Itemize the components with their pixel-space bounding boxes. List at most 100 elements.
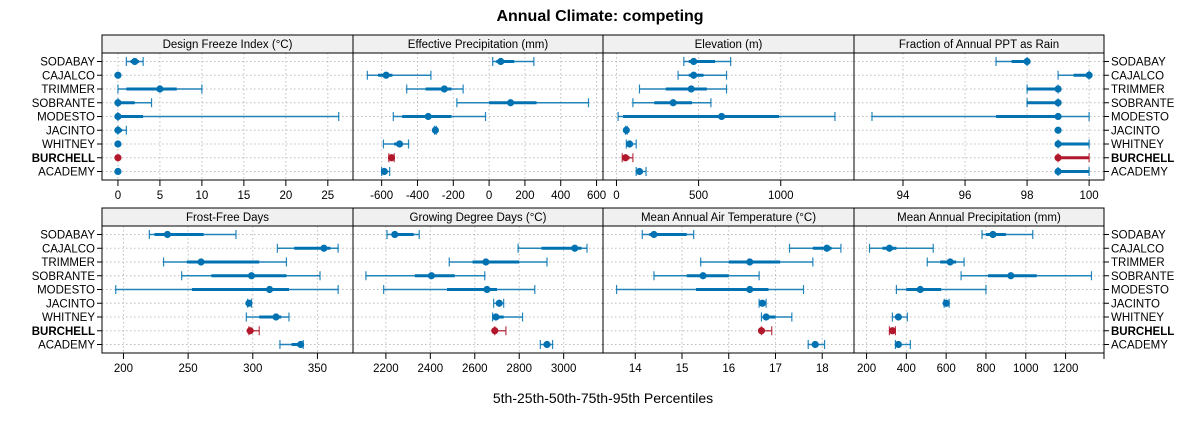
row-academy (380, 167, 391, 176)
median-point (114, 126, 122, 134)
median-point (156, 85, 164, 93)
median-point (1054, 112, 1062, 121)
row-label-whitney: WHITNEY (1111, 139, 1164, 151)
x-tick-label: 15 (237, 190, 250, 202)
row-label-sobrante: SOBRANTE (1111, 271, 1175, 283)
x-tick-label: 18 (816, 363, 829, 375)
median-point (114, 154, 122, 162)
x-tick-label: 1200 (1053, 363, 1079, 375)
row-academy (894, 340, 911, 349)
row-label-sodabay: SODABAY (40, 230, 95, 242)
row-academy (807, 340, 826, 349)
median-point (395, 140, 404, 148)
x-tick-label: 0 (115, 190, 121, 202)
x-tick-label: -400 (406, 190, 429, 202)
row-sobrante (114, 98, 153, 108)
median-point (482, 258, 490, 266)
median-point (424, 112, 432, 121)
row-label-burchell: BURCHELL (32, 153, 95, 165)
x-tick-label: 94 (897, 190, 910, 202)
median-point (483, 285, 491, 294)
row-label-whitney: WHITNEY (1111, 312, 1164, 324)
row-label-cajalco: CAJALCO (1111, 243, 1164, 255)
median-point (916, 285, 924, 294)
x-axis-label: 5th-25th-50th-75th-95th Percentiles (493, 390, 713, 406)
x-tick-label: 15 (676, 363, 689, 375)
row-cajalco (1057, 70, 1093, 80)
row-label-burchell: BURCHELL (32, 326, 95, 338)
row-trimmer (162, 257, 288, 267)
median-point (1007, 272, 1015, 280)
row-whitney (1054, 139, 1090, 149)
median-point (114, 167, 122, 176)
x-tick-label: 2200 (373, 363, 399, 375)
median-point (245, 299, 253, 307)
x-tick-label: 98 (1021, 190, 1034, 202)
panel-effective-precipitation-mm: Effective Precipitation (mm) -600 -400 -200… (352, 34, 606, 202)
chart-title: Annual Climate: competing (496, 8, 703, 25)
row-sodabay (148, 230, 237, 239)
median-point (440, 85, 448, 93)
median-point (131, 57, 139, 66)
x-tick-label: 2600 (462, 363, 488, 375)
x-tick-label: 16 (722, 363, 735, 375)
row-jacinto (942, 298, 950, 308)
row-label-modesto: MODESTO (1111, 112, 1169, 124)
row-sobrante (632, 98, 712, 108)
row-burchell (888, 326, 897, 336)
median-point (989, 230, 997, 239)
median-point (272, 313, 280, 321)
x-tick-label: 600 (937, 363, 956, 375)
row-cajalco (868, 243, 934, 253)
row-label-academy: ACADEMY (1111, 167, 1168, 179)
row-trimmer (1026, 84, 1062, 94)
row-trimmer (448, 257, 548, 267)
median-point (431, 126, 439, 134)
row-label-sodabay: SODABAY (1111, 230, 1166, 242)
row-label-jacinto: JACINTO (46, 125, 95, 137)
median-point (718, 112, 726, 121)
median-point (320, 244, 328, 252)
panel-title: Design Freeze Index (°C) (163, 39, 293, 51)
x-tick-label: 200 (857, 363, 876, 375)
median-point (114, 71, 122, 79)
row-cajalco (517, 243, 588, 253)
row-trimmer (406, 84, 464, 94)
median-point (885, 244, 894, 252)
row-sobrante (960, 271, 1093, 281)
median-point (1054, 167, 1062, 176)
median-point (114, 112, 122, 121)
row-label-cajalco: CAJALCO (42, 70, 95, 82)
median-point (823, 244, 831, 252)
row-whitney (491, 312, 524, 322)
row-burchell (757, 326, 773, 336)
row-jacinto (622, 125, 630, 135)
panel-elevation-m: Elevation (m) 0 500 1000 (602, 34, 855, 202)
x-tick-label: 350 (308, 363, 327, 375)
median-point (380, 167, 388, 176)
row-trimmer (638, 84, 728, 94)
median-point (650, 230, 658, 239)
x-tick-label: 600 (587, 190, 606, 202)
x-tick-label: 17 (769, 363, 782, 375)
row-burchell (246, 326, 260, 336)
panel-title: Fraction of Annual PPT as Rain (899, 39, 1059, 51)
x-tick-label: -200 (442, 190, 465, 202)
row-modesto (115, 285, 339, 294)
row-burchell (114, 154, 122, 162)
median-point (495, 299, 503, 307)
median-point (543, 340, 551, 349)
median-point (1054, 99, 1062, 107)
row-sodabay (683, 57, 732, 66)
x-tick-label: 800 (976, 363, 995, 375)
row-label-sobrante: SOBRANTE (32, 271, 96, 283)
x-tick-label: 400 (897, 363, 916, 375)
row-jacinto (245, 298, 253, 308)
median-point (571, 244, 579, 252)
row-whitney (760, 312, 793, 322)
row-burchell (621, 153, 634, 163)
row-sodabay (492, 57, 535, 66)
row-academy (114, 167, 122, 176)
row-label-jacinto: JACINTO (1111, 125, 1160, 137)
row-sobrante (181, 271, 321, 281)
